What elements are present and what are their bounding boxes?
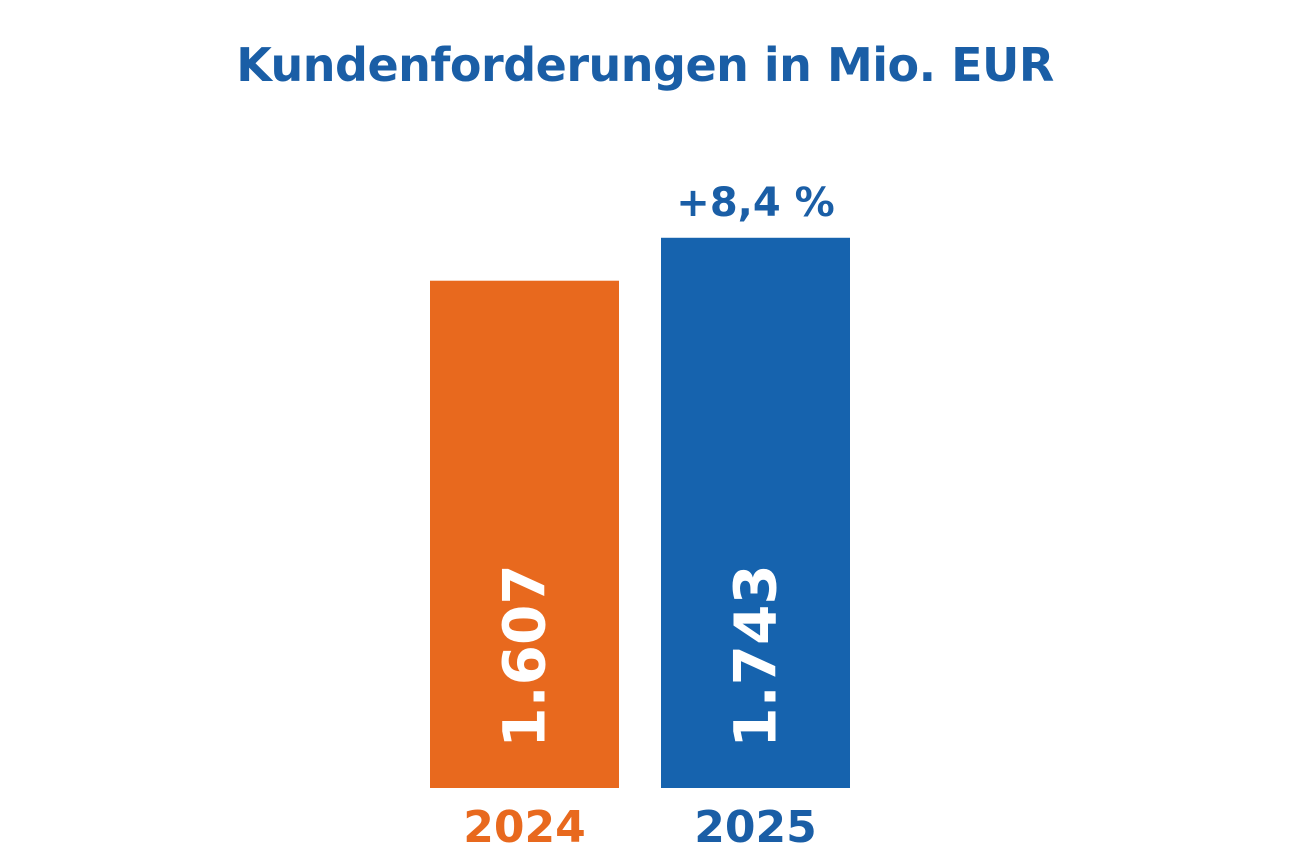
category-label-2025: 2025	[694, 802, 816, 853]
change-annotation-2025: +8,4 %	[676, 180, 834, 226]
bar-2024	[430, 280, 619, 788]
bar-value-label-2025: 1.743	[722, 564, 790, 747]
category-label-2024: 2024	[463, 802, 585, 853]
bar-value-label-2024: 1.607	[491, 564, 559, 747]
bar-2025	[661, 237, 850, 789]
chart-title: Kundenforderungen in Mio. EUR	[236, 38, 1054, 92]
